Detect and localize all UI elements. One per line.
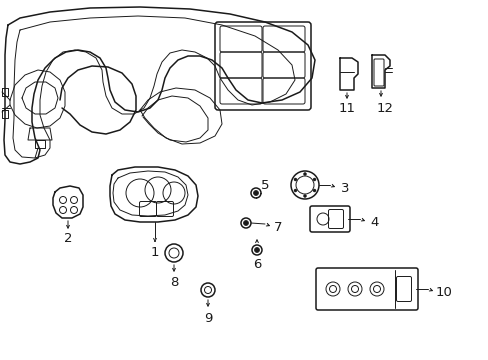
Text: 8: 8 <box>169 275 178 288</box>
Circle shape <box>243 220 248 225</box>
Text: 2: 2 <box>63 231 72 244</box>
Text: 6: 6 <box>252 258 261 271</box>
Text: 5: 5 <box>260 179 269 192</box>
Text: 4: 4 <box>370 216 378 229</box>
Text: 7: 7 <box>273 220 282 234</box>
Text: 10: 10 <box>435 285 451 298</box>
Circle shape <box>253 190 258 195</box>
Circle shape <box>303 172 306 176</box>
Text: 1: 1 <box>150 246 159 258</box>
Circle shape <box>312 189 315 192</box>
Circle shape <box>293 189 296 192</box>
Text: 3: 3 <box>340 181 348 194</box>
Text: 12: 12 <box>376 102 393 114</box>
Text: 9: 9 <box>203 311 212 324</box>
Circle shape <box>293 178 296 181</box>
Circle shape <box>254 248 259 252</box>
Text: 11: 11 <box>338 102 355 114</box>
Circle shape <box>312 178 315 181</box>
Circle shape <box>303 194 306 198</box>
